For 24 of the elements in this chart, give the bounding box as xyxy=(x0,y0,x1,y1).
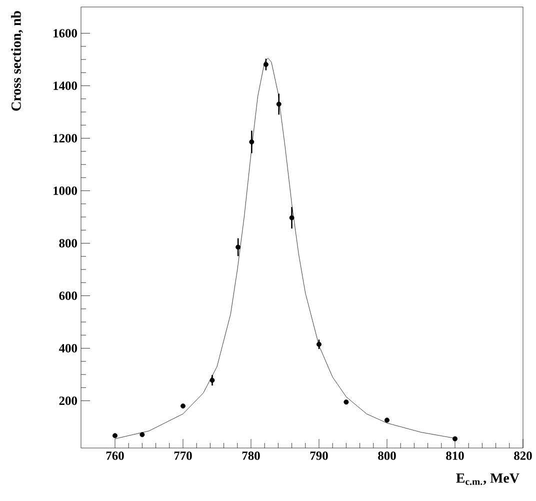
y-tick-label: 1600 xyxy=(54,29,78,38)
x-tick-label: 810 xyxy=(446,452,464,460)
x-tick-label: 760 xyxy=(106,452,124,460)
y-tick-label: 1200 xyxy=(54,134,78,142)
y-tick-label: 400 xyxy=(58,344,78,352)
y-tick-label: 1000 xyxy=(54,186,78,195)
x-tick-label: 770 xyxy=(174,452,192,460)
point xyxy=(276,102,282,107)
x-tick-label: 790 xyxy=(310,452,328,460)
y-tick-label: 600 xyxy=(59,292,78,300)
point xyxy=(289,215,294,220)
x-tick-label: 800 xyxy=(378,452,396,460)
point xyxy=(263,62,268,67)
x-axis-title: E$_{c.m.}$, MeV xyxy=(456,474,520,485)
point xyxy=(316,342,322,347)
y-tick-label: 200 xyxy=(59,396,78,405)
y-axis-title: Cross section, nb xyxy=(11,11,23,111)
x-tick-label: 820 xyxy=(514,452,532,460)
point xyxy=(236,244,241,250)
x-tick-label: 780 xyxy=(242,452,260,460)
y-tick-label: 800 xyxy=(59,239,78,248)
point xyxy=(249,139,254,144)
point xyxy=(210,378,215,383)
y-tick-label: 1400 xyxy=(54,82,78,90)
